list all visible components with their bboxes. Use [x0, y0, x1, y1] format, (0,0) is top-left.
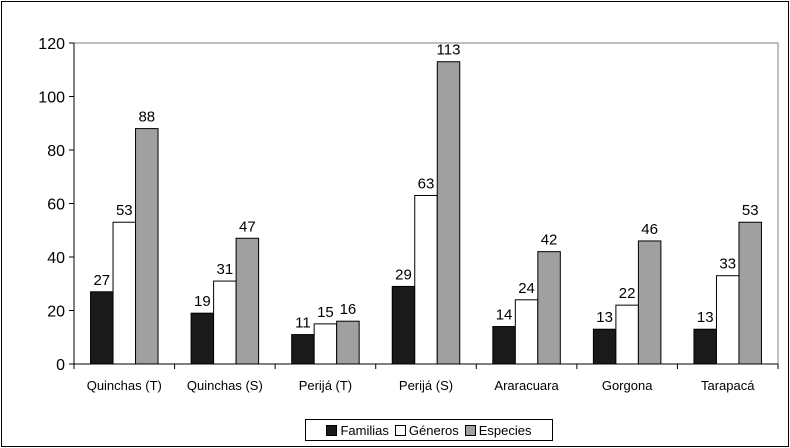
bar [291, 334, 315, 365]
y-tick-label: 0 [56, 357, 65, 374]
data-label: 14 [496, 307, 513, 324]
legend-item-generos: Géneros [394, 422, 459, 438]
data-label: 27 [93, 272, 110, 289]
legend-label-familias: Familias [340, 422, 389, 438]
legend: Familias Géneros Especies [305, 419, 553, 441]
legend-item-especies: Especies [464, 422, 532, 438]
x-tick-label: Gorgona [602, 378, 653, 393]
data-label: 13 [596, 309, 613, 326]
bar [190, 312, 215, 365]
data-label: 46 [641, 221, 658, 238]
y-tick-label: 100 [38, 90, 65, 107]
data-label: 113 [437, 42, 461, 59]
legend-item-familias: Familias [326, 422, 389, 438]
data-label: 19 [194, 293, 211, 310]
bar [391, 285, 416, 365]
bar [135, 128, 159, 365]
bar [112, 221, 137, 365]
bar [90, 291, 114, 365]
legend-swatch-familias [326, 424, 338, 436]
bar [537, 251, 561, 365]
bar [235, 237, 260, 365]
legend-swatch-especies [464, 424, 476, 436]
legend-swatch-generos [394, 424, 406, 436]
y-tick-label: 40 [47, 250, 65, 267]
x-tick-label: Perijá (S) [399, 378, 453, 393]
y-tick-label: 80 [47, 143, 65, 160]
bar [592, 328, 617, 365]
data-label: 53 [742, 202, 759, 219]
bar [313, 323, 338, 365]
data-label: 16 [340, 301, 357, 318]
data-label: 47 [239, 218, 256, 235]
bar [414, 194, 438, 365]
data-label: 53 [116, 202, 133, 219]
x-tick-label: Perijá (T) [299, 378, 352, 393]
data-label: 42 [541, 232, 558, 249]
y-tick-label: 60 [47, 197, 65, 214]
y-tick-label: 20 [47, 304, 65, 321]
bar [436, 61, 461, 365]
x-tick-label: Tarapacá [701, 378, 755, 393]
legend-label-generos: Géneros [408, 422, 459, 438]
data-label: 11 [295, 315, 311, 332]
data-label: 13 [697, 309, 714, 326]
y-tick-label: 120 [38, 36, 65, 53]
bar [715, 275, 740, 365]
bar [637, 240, 662, 365]
data-label: 63 [418, 175, 435, 192]
data-label: 15 [317, 304, 334, 321]
x-tick-label: Quinchas (S) [187, 378, 263, 393]
bar [336, 320, 360, 365]
bar [213, 280, 237, 365]
x-tick-label: Araracuara [494, 378, 559, 393]
bar [738, 221, 762, 365]
data-label: 22 [619, 285, 636, 302]
data-label: 29 [395, 266, 412, 283]
legend-label-especies: Especies [478, 422, 532, 438]
data-label: 33 [719, 256, 736, 273]
bar [514, 299, 539, 365]
bar [693, 328, 717, 365]
x-tick-label: Quinchas (T) [87, 378, 162, 393]
bar [615, 304, 639, 365]
bar [492, 326, 516, 365]
data-label: 88 [138, 109, 155, 126]
data-label: 31 [217, 261, 234, 278]
data-label: 24 [518, 280, 535, 297]
